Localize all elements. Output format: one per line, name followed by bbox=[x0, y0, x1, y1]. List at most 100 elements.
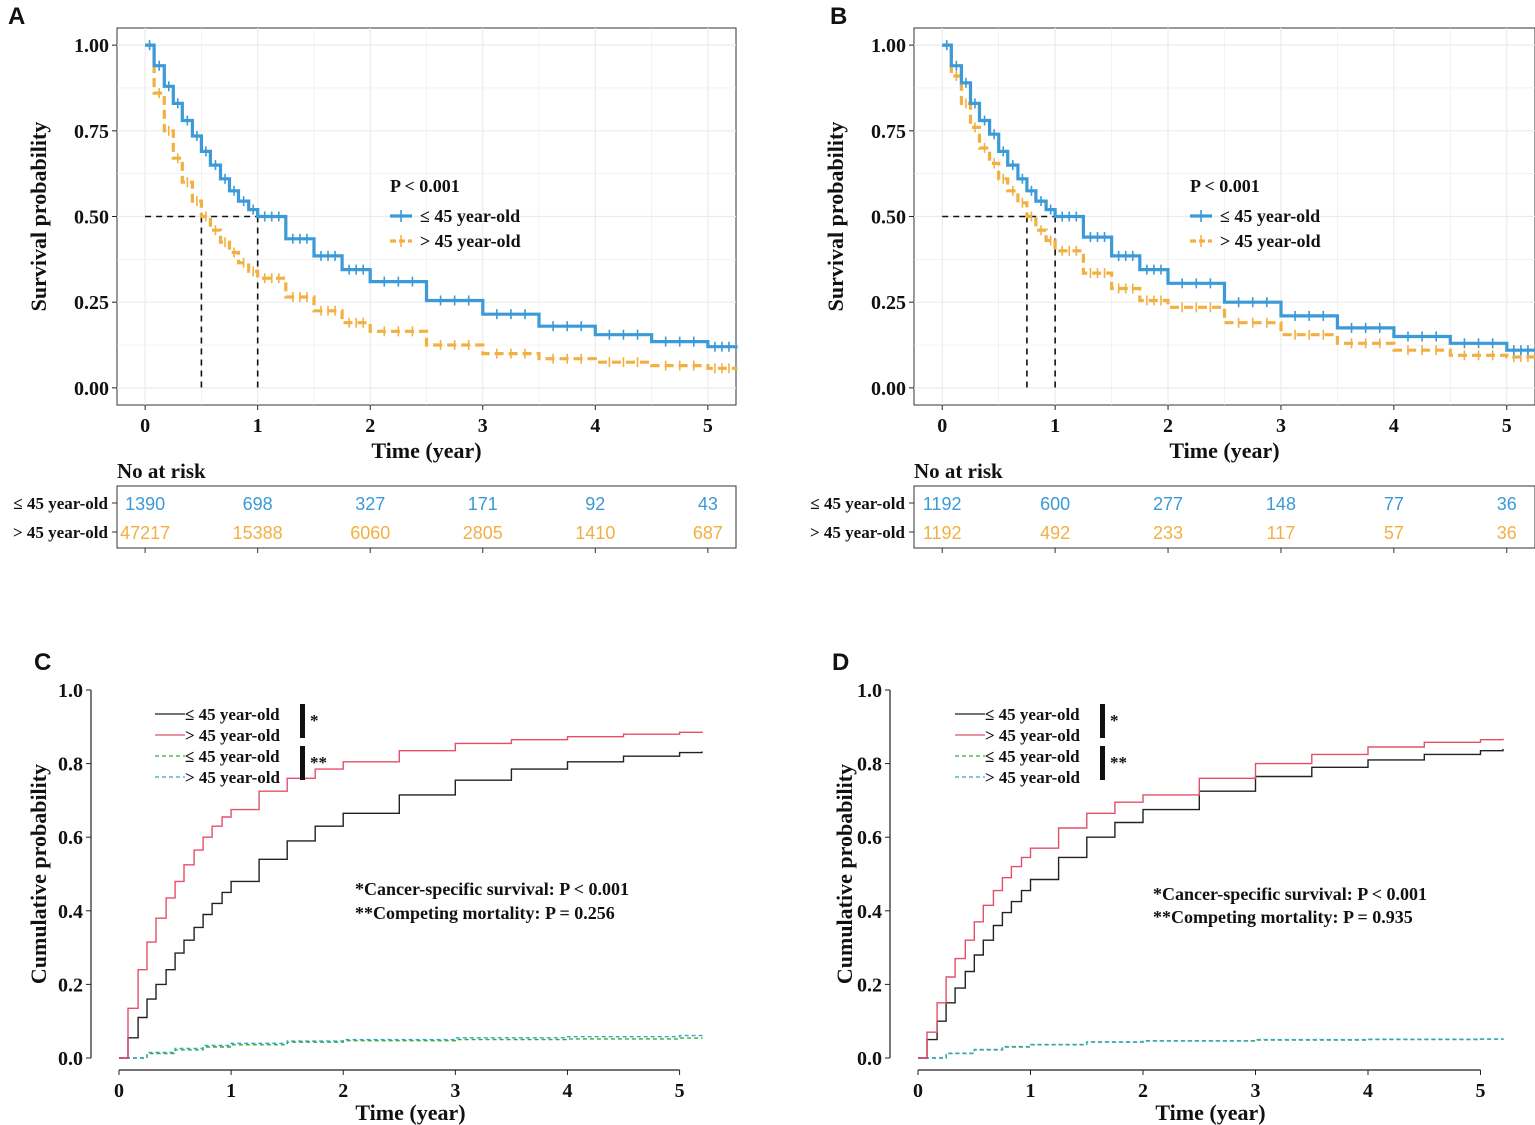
group-mark: * bbox=[310, 711, 319, 730]
series-line bbox=[942, 43, 1535, 352]
x-axis-label: Time (year) bbox=[1169, 438, 1279, 463]
x-tick-label: 1 bbox=[1026, 1080, 1036, 1102]
risk-value: 1390 bbox=[125, 494, 165, 514]
y-axis-label: Cumulative probability bbox=[26, 764, 51, 984]
x-tick-label: 1 bbox=[226, 1080, 236, 1102]
y-tick-label: 0.25 bbox=[74, 292, 109, 314]
series-line bbox=[145, 43, 738, 349]
annotation: *Cancer-specific survival: P < 0.001 bbox=[1153, 884, 1427, 904]
x-tick-label: 0 bbox=[913, 1080, 923, 1102]
risk-value: 1192 bbox=[923, 494, 962, 514]
panel-b: B 0.00 0.25 0.50 0.75 1.00 0 1 2 3 4 5 Survival prob… bbox=[810, 3, 1535, 553]
y-tick-label: 0.8 bbox=[857, 754, 882, 776]
y-tick-label: 1.0 bbox=[58, 680, 83, 702]
x-tick-label: 1 bbox=[253, 415, 263, 437]
series-line bbox=[918, 738, 1504, 1059]
risk-value: 43 bbox=[698, 494, 718, 514]
risk-value: 1410 bbox=[575, 523, 615, 543]
panel-letter: B bbox=[830, 3, 847, 30]
x-tick-label: 5 bbox=[703, 415, 713, 437]
risk-value: 1192 bbox=[923, 523, 962, 543]
risk-value: 687 bbox=[693, 523, 723, 543]
series-line bbox=[918, 748, 1504, 1059]
y-tick-label: 0.6 bbox=[58, 827, 83, 849]
annotation: **Competing mortality: P = 0.935 bbox=[1153, 907, 1413, 927]
risk-value: 117 bbox=[1267, 523, 1296, 543]
risk-value: 600 bbox=[1040, 494, 1070, 514]
legend-label: > 45 year-old bbox=[185, 726, 281, 745]
series-line bbox=[145, 43, 738, 370]
legend-label: ≤ 45 year-old bbox=[420, 206, 520, 226]
series-line bbox=[119, 1037, 703, 1059]
y-tick-label: 0.50 bbox=[871, 207, 906, 229]
legend-label: ≤ 45 year-old bbox=[985, 705, 1080, 724]
y-tick-label: 0.75 bbox=[871, 121, 906, 143]
y-tick-label: 0.4 bbox=[58, 901, 83, 923]
y-tick-label: 1.0 bbox=[857, 680, 882, 702]
x-tick-label: 5 bbox=[1476, 1080, 1486, 1102]
risk-value: 77 bbox=[1384, 494, 1404, 514]
y-tick-label: 0.6 bbox=[857, 827, 882, 849]
y-axis-label: Cumulative probability bbox=[832, 764, 857, 984]
x-tick-label: 0 bbox=[114, 1080, 124, 1102]
risk-value: 92 bbox=[585, 494, 605, 514]
group-bracket bbox=[1100, 704, 1105, 738]
y-tick-label: 0.2 bbox=[58, 974, 83, 996]
x-axis-label: Time (year) bbox=[371, 438, 481, 463]
panel-letter: A bbox=[8, 3, 25, 30]
x-tick-label: 4 bbox=[562, 1080, 572, 1102]
x-tick-label: 2 bbox=[1163, 415, 1173, 437]
legend-label: ≤ 45 year-old bbox=[1220, 206, 1320, 226]
legend-label: > 45 year-old bbox=[985, 768, 1081, 787]
legend-p-value: P < 0.001 bbox=[1190, 176, 1260, 196]
series-line bbox=[119, 731, 703, 1059]
legend-label: > 45 year-old bbox=[185, 768, 281, 787]
series-line bbox=[942, 43, 1535, 359]
risk-value: 277 bbox=[1153, 494, 1183, 514]
y-tick-label: 1.00 bbox=[871, 35, 906, 57]
risk-table-title: No at risk bbox=[914, 459, 1003, 483]
group-bracket bbox=[300, 704, 305, 738]
x-tick-label: 3 bbox=[450, 1080, 460, 1102]
group-bracket bbox=[300, 746, 305, 780]
y-tick-label: 0.75 bbox=[74, 121, 109, 143]
series-line bbox=[918, 1038, 1504, 1059]
risk-value: 233 bbox=[1153, 523, 1183, 543]
y-axis-label: Survival probability bbox=[823, 122, 848, 312]
x-tick-label: 0 bbox=[140, 415, 150, 437]
y-tick-label: 0.0 bbox=[857, 1048, 882, 1070]
series-line bbox=[119, 1034, 703, 1059]
risk-row-label: > 45 year-old bbox=[810, 523, 906, 542]
risk-value: 6060 bbox=[350, 523, 390, 543]
series-line bbox=[119, 751, 703, 1059]
legend-label: > 45 year-old bbox=[1220, 231, 1321, 251]
x-tick-label: 3 bbox=[478, 415, 488, 437]
legend-label: ≤ 45 year-old bbox=[185, 705, 280, 724]
x-tick-label: 0 bbox=[937, 415, 947, 437]
x-tick-label: 5 bbox=[1502, 415, 1512, 437]
x-tick-label: 5 bbox=[675, 1080, 685, 1102]
risk-value: 47217 bbox=[120, 523, 170, 543]
y-tick-label: 0.8 bbox=[58, 754, 83, 776]
x-tick-label: 2 bbox=[365, 415, 375, 437]
series-line bbox=[918, 1038, 1504, 1059]
legend-label: > 45 year-old bbox=[420, 231, 521, 251]
risk-value: 148 bbox=[1266, 494, 1296, 514]
y-axis-label: Survival probability bbox=[26, 122, 51, 312]
risk-row-label: ≤ 45 year-old bbox=[810, 494, 905, 513]
x-tick-label: 4 bbox=[1363, 1080, 1373, 1102]
risk-value: 698 bbox=[243, 494, 273, 514]
y-tick-label: 0.0 bbox=[58, 1048, 83, 1070]
panel-a: A 0.00 0.25 0.50 0.75 1.00 0 1 2 3 4 5 Survival prob… bbox=[8, 3, 738, 553]
risk-value: 2805 bbox=[463, 523, 503, 543]
y-tick-label: 0.00 bbox=[74, 378, 109, 400]
risk-value: 327 bbox=[355, 494, 385, 514]
legend-label: > 45 year-old bbox=[985, 726, 1081, 745]
y-tick-label: 0.4 bbox=[857, 901, 882, 923]
y-tick-label: 0.25 bbox=[871, 292, 906, 314]
group-bracket bbox=[1100, 746, 1105, 780]
panel-letter: C bbox=[34, 649, 51, 676]
legend-p-value: P < 0.001 bbox=[390, 176, 460, 196]
x-axis-label: Time (year) bbox=[1155, 1100, 1265, 1125]
